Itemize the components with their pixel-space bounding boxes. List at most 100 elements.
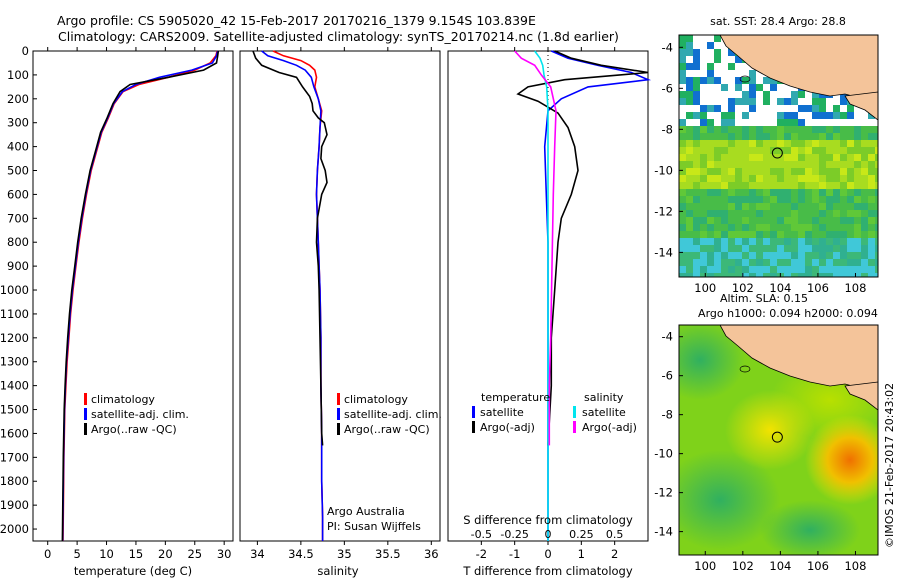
depth-tick-label: 1600 [0, 426, 29, 440]
map-x-tick-label: 102 [732, 559, 754, 573]
legend-label-satellite: satellite-adj. clim. [91, 408, 189, 421]
legend-swatch-climatology [84, 393, 87, 405]
argo-float-marker [771, 147, 783, 159]
sla-map-frame [678, 324, 879, 556]
map-y-tick-label: -12 [654, 204, 673, 218]
credit-argo-australia: Argo Australia [327, 505, 405, 518]
x-tick-label: 0 [544, 547, 551, 561]
diff-legend-label-s-satellite: satellite [582, 406, 626, 419]
temperature-panel: 0 5 10 15 20 25 30 0 100 200 300 400 500 600 700 800 90… [0, 44, 234, 578]
x-tick-label: 25 [187, 547, 202, 561]
map-x-tick-label: 106 [807, 559, 829, 573]
legend-temperature-title: temperature [481, 391, 550, 404]
map-x-tick-label: 104 [769, 281, 791, 295]
x-tick-label: 5 [73, 547, 80, 561]
map-x-tick-label: 106 [807, 281, 829, 295]
s-tick-label: 0 [545, 528, 552, 541]
series-line-argo-raw-qc- [252, 50, 328, 446]
legend-label-argo: Argo(..raw -QC) [91, 423, 177, 436]
series-line-argo-raw-qc- [61, 50, 220, 542]
legend-swatch-argo [84, 423, 87, 435]
temperature-axes-frame [32, 50, 234, 542]
depth-tick-label: 1800 [0, 474, 29, 488]
x-tick-label: 0 [44, 547, 51, 561]
s-tick-label: 0.25 [569, 528, 594, 541]
map-y-tick-label: -14 [654, 525, 673, 539]
sal-legend-label-satellite: satellite-adj. clim. [344, 408, 442, 421]
java-land [844, 91, 878, 121]
sst-map-frame [678, 34, 879, 278]
diff-legend-label-t-satellite: satellite [480, 406, 524, 419]
depth-tick-label: 2000 [0, 522, 29, 536]
sal-legend-swatch-argo [337, 423, 340, 435]
x-tick-label: 30 [217, 547, 232, 561]
x-tick-label: 35.5 [375, 547, 401, 561]
sst-map-panel: sat. SST: 28.4 Argo: 28.8 100 102 104 106 10… [654, 15, 879, 295]
depth-tick-label: 400 [7, 140, 29, 154]
map-x-tick-label: 100 [694, 281, 716, 295]
depth-tick-label: 700 [7, 211, 29, 225]
depth-tick-label: 500 [7, 164, 29, 178]
sla-java-land [844, 381, 878, 411]
map-y-tick-label: -6 [662, 369, 673, 383]
sst-map-title: sat. SST: 28.4 Argo: 28.8 [710, 15, 846, 28]
x-tick-label: 10 [99, 547, 114, 561]
s-tick-label: -0.25 [500, 528, 528, 541]
x-tick-label: 35 [337, 547, 352, 561]
depth-tick-label: 1700 [0, 450, 29, 464]
temperature-xlabel: temperature (deg C) [74, 564, 192, 578]
map-x-tick-label: 104 [769, 559, 791, 573]
depth-tick-label: 300 [7, 116, 29, 130]
s-series-line [534, 50, 549, 541]
diff-legend-swatch-t-satellite [472, 406, 475, 418]
legend-label-climatology: climatology [91, 393, 155, 406]
sla-argo-float-marker [771, 431, 783, 443]
x-tick-label: 20 [158, 547, 173, 561]
sla-field [679, 325, 878, 555]
x-tick-label: 2 [611, 547, 618, 561]
t-difference-xlabel: T difference from climatology [462, 564, 633, 578]
map-x-tick-label: 100 [694, 559, 716, 573]
difference-panel: -2 -1 0 1 2 -0.5 -0.25 0 0.25 0.5 S difference fr… [447, 47, 652, 578]
depth-tick-label: 900 [7, 259, 29, 273]
s-series-line [514, 50, 557, 446]
diff-legend-swatch-t-argo [472, 421, 475, 433]
map-y-tick-label: -8 [662, 408, 673, 422]
sst-field [679, 35, 878, 277]
depth-tick-label: 1300 [0, 355, 29, 369]
map-y-tick-label: -10 [654, 163, 673, 177]
depth-tick-label: 1200 [0, 331, 29, 345]
sal-legend-swatch-satellite [337, 408, 340, 420]
x-tick-label: 15 [129, 547, 144, 561]
depth-tick-label: 1400 [0, 379, 29, 393]
sla-island-outline [739, 365, 751, 373]
s-tick-label: 0.5 [606, 528, 624, 541]
credit-pi: PI: Susan Wijffels [327, 520, 421, 533]
map-x-tick-label: 108 [844, 281, 866, 295]
depth-tick-label: 600 [7, 187, 29, 201]
series-line-argo-adj- [516, 50, 649, 446]
depth-tick-label: 200 [7, 92, 29, 106]
header-line2: Climatology: CARS2009. Satellite-adjuste… [58, 29, 619, 44]
depth-tick-label: 1900 [0, 498, 29, 512]
diff-legend-label-s-argo: Argo(-adj) [582, 421, 637, 434]
salinity-xlabel: salinity [317, 564, 358, 578]
map-x-tick-label: 102 [732, 281, 754, 295]
map-y-tick-label: -14 [654, 245, 673, 259]
sla-sumatra-land [719, 325, 878, 389]
salinity-panel: 34 34.5 35 35.5 36 salinity climatology sate… [239, 47, 442, 578]
map-y-tick-label: -8 [662, 122, 673, 136]
depth-tick-label: 1100 [0, 307, 29, 321]
sal-legend-label-climatology: climatology [344, 393, 408, 406]
map-y-tick-label: -6 [662, 81, 673, 95]
legend-salinity-title: salinity [584, 391, 624, 404]
x-tick-label: 36 [424, 547, 439, 561]
depth-tick-label: 1000 [0, 283, 29, 297]
x-tick-label: -2 [476, 547, 487, 561]
s-tick-label: -0.5 [471, 528, 492, 541]
sumatra-land [719, 35, 878, 99]
island-outline [739, 75, 751, 83]
temperature-legend: climatology satellite-adj. clim. Argo(..… [84, 393, 189, 436]
legend-swatch-satellite [84, 408, 87, 420]
